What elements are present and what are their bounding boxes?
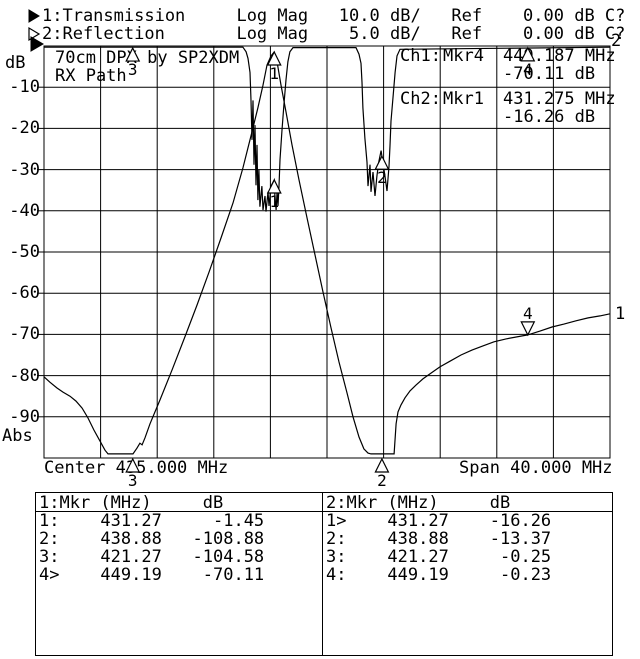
readout-ch2-marker: Mkr1 [443, 89, 484, 109]
title-annotation-line1: 70cm DPX by SP2XDM [55, 48, 240, 68]
marker-table-ch1-header: 1:Mkr (MHz) dB [36, 493, 322, 512]
y-axis-unit-label: dB [5, 53, 26, 73]
marker-table-ch1: 1:Mkr (MHz) dB 1: 431.27 -1.45 2: 438.88… [35, 492, 323, 656]
y-axis-tick-label: -10 [9, 77, 40, 98]
channel1-active-triangle-icon [28, 9, 40, 23]
marker-table-ch1-rows: 1: 431.27 -1.45 2: 438.88 -108.88 3: 421… [39, 511, 265, 585]
y-axis-abs-label: Abs [2, 426, 33, 446]
y-axis-tick-label: -70 [9, 324, 40, 345]
readout-ch1-level: -70.11 dB [503, 64, 596, 84]
y-axis-tick-label: -60 [9, 283, 40, 304]
readout-ch1-freq: 449.187 MHz [503, 46, 616, 66]
trace2-edge-label: 2 [611, 31, 622, 51]
readout-ch2-freq: 431.275 MHz [503, 89, 616, 109]
sweep-indicator-arrow-icon [30, 36, 44, 52]
readout-ch2-level: -16.26 dB [503, 107, 596, 127]
y-axis-tick-label: -50 [9, 242, 40, 262]
channel2-status-line: 2:Reflection Log Mag 5.0 dB/ Ref 0.00 dB… [42, 24, 626, 44]
y-axis-tick-label: -90 [9, 406, 40, 427]
readout-ch1-marker: Mkr4 [443, 46, 484, 66]
title-annotation-line2: RX Path [55, 66, 127, 86]
y-axis-tick-label: -40 [9, 200, 40, 221]
channel1-status-line: 1:Transmission Log Mag 10.0 dB/ Ref 0.00… [42, 6, 626, 26]
center-frequency-label: Center 435.000 MHz [44, 458, 229, 478]
span-label: Span 40.000 MHz [459, 458, 613, 478]
readout-ch1-channel: Ch1: [400, 46, 441, 66]
marker-table-ch2: 2:Mkr (MHz) dB 1> 431.27 -16.26 2: 438.8… [322, 492, 613, 656]
marker-table-ch2-rows: 1> 431.27 -16.26 2: 438.88 -13.37 3: 421… [326, 511, 552, 585]
trace-1-line [43, 50, 611, 455]
readout-ch2-channel: Ch2: [400, 89, 441, 109]
marker-table-ch2-header: 2:Mkr (MHz) dB [323, 493, 612, 512]
y-axis-tick-label: -20 [9, 118, 40, 139]
y-axis-tick-label: -30 [9, 159, 40, 180]
trace1-edge-label: 1 [615, 304, 626, 324]
y-axis-tick-label: -80 [9, 365, 40, 386]
